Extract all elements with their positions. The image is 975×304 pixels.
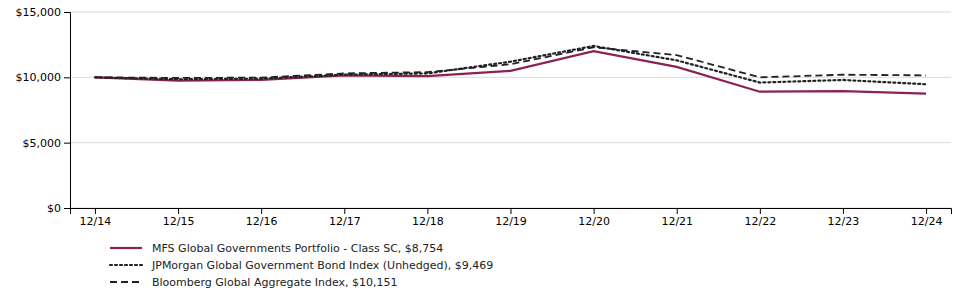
series-line <box>95 51 926 93</box>
tick-label: 12/19 <box>495 215 527 228</box>
legend-item: MFS Global Governments Portfolio - Class… <box>110 242 443 255</box>
tick: $0 <box>47 202 70 215</box>
tick-label: $15,000 <box>16 6 62 19</box>
tick-label: 12/23 <box>828 215 860 228</box>
tick: $10,000 <box>16 71 71 84</box>
tick-label: 12/14 <box>80 215 112 228</box>
legend-label: MFS Global Governments Portfolio - Class… <box>152 242 443 255</box>
tick: 12/17 <box>329 208 361 228</box>
tick-mark <box>427 208 428 214</box>
tick: $5,000 <box>23 137 71 150</box>
tick-mark <box>178 208 179 214</box>
legend-item: JPMorgan Global Government Bond Index (U… <box>110 259 493 272</box>
tick-mark <box>64 143 70 144</box>
tick: 12/20 <box>578 208 610 228</box>
tick-label: 12/20 <box>578 215 610 228</box>
tick: 12/16 <box>246 208 278 228</box>
plot: $0$5,000$10,000$15,00012/1412/1512/1612/… <box>16 6 952 228</box>
tick: 12/23 <box>828 208 860 228</box>
tick-mark <box>261 208 262 214</box>
tick-label: $5,000 <box>23 137 62 150</box>
tick-label: 12/18 <box>412 215 444 228</box>
lines <box>95 46 926 94</box>
tick: 12/14 <box>80 208 112 228</box>
tick: 12/15 <box>163 208 195 228</box>
legend-swatch <box>110 281 142 283</box>
legend: MFS Global Governments Portfolio - Class… <box>110 242 493 289</box>
chart: $0$5,000$10,000$15,00012/1412/1512/1612/… <box>0 0 975 304</box>
y-axis: $0 $5,000 $10,000 $15,000 <box>16 6 71 215</box>
tick-label: $0 <box>47 202 61 215</box>
tick-mark <box>95 208 96 214</box>
series-line <box>95 47 926 78</box>
tick: 12/18 <box>412 208 444 228</box>
x-axis: 12/14 12/15 12/16 12/17 12/18 12/19 12/20 12/21… <box>71 208 952 228</box>
tick-mark <box>511 208 512 214</box>
tick-label: 12/21 <box>661 215 693 228</box>
grid-line <box>70 142 951 143</box>
grid-line <box>70 12 951 13</box>
tick-mark <box>926 208 927 214</box>
grid <box>70 12 951 208</box>
tick-label: 12/22 <box>744 215 776 228</box>
grid-line <box>70 77 951 78</box>
legend-label: JPMorgan Global Government Bond Index (U… <box>151 259 493 272</box>
tick-mark <box>344 208 345 214</box>
tick-mark <box>677 208 678 214</box>
tick-mark <box>64 12 70 13</box>
series-line <box>95 46 926 84</box>
tick-mark <box>594 208 595 214</box>
tick-label: 12/17 <box>329 215 361 228</box>
legend-label: Bloomberg Global Aggregate Index, $10,15… <box>152 276 398 289</box>
tick-mark <box>843 208 844 214</box>
tick-label: 12/16 <box>246 215 278 228</box>
tick-label: 12/24 <box>911 215 943 228</box>
axis-line <box>64 13 71 209</box>
tick-mark <box>64 77 70 78</box>
tick: 12/21 <box>661 208 693 228</box>
legend-swatch <box>110 247 142 249</box>
tick: 12/24 <box>911 208 943 228</box>
tick-mark <box>760 208 761 214</box>
legend-item: Bloomberg Global Aggregate Index, $10,15… <box>110 276 398 289</box>
tick-label: 12/15 <box>163 215 195 228</box>
legend-swatch <box>110 264 142 266</box>
tick-mark <box>64 208 70 209</box>
tick: 12/19 <box>495 208 527 228</box>
axis-line <box>71 209 952 215</box>
tick-label: $10,000 <box>16 71 62 84</box>
tick: $15,000 <box>16 6 71 19</box>
tick: 12/22 <box>744 208 776 228</box>
